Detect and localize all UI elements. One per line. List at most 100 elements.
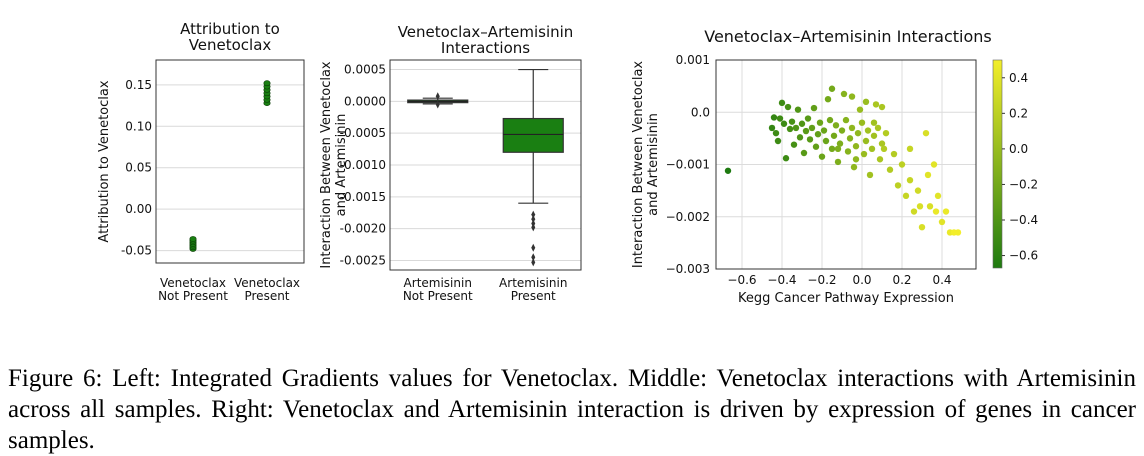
y-tick-label: 0.00 — [125, 202, 152, 216]
data-point — [724, 167, 732, 174]
data-point — [784, 103, 792, 111]
data-point — [834, 145, 842, 153]
data-point — [902, 192, 910, 200]
data-point — [772, 129, 780, 137]
data-point — [850, 163, 858, 171]
colorbar-tick-label: 0.0 — [1009, 142, 1028, 156]
data-point — [866, 171, 874, 179]
data-point — [810, 104, 818, 112]
data-point — [808, 124, 816, 132]
y-axis-label: and Artemisinin — [334, 114, 349, 217]
data-point — [804, 115, 812, 122]
y-tick-label: 0.001 — [676, 53, 710, 67]
colorbar-tick-label: −0.2 — [1009, 177, 1038, 191]
data-point — [870, 119, 878, 126]
data-point — [818, 153, 826, 160]
data-point — [788, 118, 796, 125]
data-point — [894, 182, 902, 189]
y-tick-label: -0.0015 — [340, 190, 386, 204]
data-point — [898, 161, 906, 168]
y-tick-label: 0.10 — [125, 119, 152, 133]
outlier-marker — [531, 223, 536, 232]
data-point — [800, 149, 808, 157]
data-point — [926, 203, 934, 210]
y-tick-label: -0.0010 — [340, 158, 386, 172]
data-point — [846, 135, 854, 142]
data-point — [852, 156, 860, 163]
y-tick-label: 0.0005 — [344, 63, 386, 77]
data-point — [189, 236, 197, 242]
data-point — [814, 130, 822, 138]
x-tick-label: Venetoclax — [234, 276, 300, 290]
chart-title: Attribution to — [180, 20, 280, 38]
y-tick-label: 0.0000 — [344, 94, 386, 108]
x-tick-label: −0.6 — [727, 273, 756, 287]
data-point — [844, 148, 852, 155]
data-point — [794, 106, 802, 113]
data-point — [878, 103, 886, 111]
data-point — [872, 101, 880, 108]
y-tick-label: 0.05 — [125, 161, 152, 175]
figure-caption: Figure 6: Left: Integrated Gradients val… — [8, 365, 1136, 454]
data-point — [820, 127, 828, 134]
data-point — [830, 132, 838, 139]
colorbar-tick-label: 0.2 — [1009, 106, 1028, 120]
chart-title: Venetoclax–Artemisinin Interactions — [704, 27, 992, 46]
data-point — [868, 145, 876, 153]
colorbar — [992, 59, 1003, 269]
y-tick-label: -0.0005 — [340, 126, 386, 140]
data-point — [836, 140, 844, 147]
data-point — [954, 229, 962, 236]
y-tick-label: 0.15 — [125, 78, 152, 92]
data-point — [916, 203, 924, 210]
data-point — [824, 95, 832, 103]
data-point — [880, 145, 888, 153]
x-tick-label: Artemisinin — [404, 276, 472, 290]
y-axis-label: and Artemisinin — [646, 113, 661, 216]
y-tick-label: -0.0020 — [340, 222, 386, 236]
x-tick-label: Present — [244, 289, 289, 303]
y-tick-label: 0.0 — [691, 105, 710, 119]
chart-title: Interactions — [441, 39, 530, 57]
data-point — [778, 99, 786, 107]
data-point — [780, 120, 788, 127]
data-point — [906, 145, 914, 153]
data-point — [786, 125, 794, 133]
data-point — [864, 127, 872, 134]
data-point — [942, 208, 950, 215]
data-point — [906, 176, 914, 184]
data-point — [842, 116, 850, 124]
data-point — [860, 150, 868, 158]
data-point — [768, 124, 776, 132]
data-point — [848, 124, 856, 132]
plot-frame — [715, 59, 977, 270]
colorbar-tick-label: −0.6 — [1009, 249, 1038, 263]
x-tick-label: −0.4 — [767, 273, 796, 287]
data-point — [802, 127, 810, 135]
y-tick-label: −0.003 — [666, 262, 710, 276]
outlier-marker — [531, 258, 536, 267]
y-axis-label: Interaction Between Venetoclax — [631, 61, 646, 269]
data-point — [890, 150, 898, 158]
x-tick-label: 0.0 — [852, 273, 871, 287]
data-point — [852, 143, 860, 150]
y-tick-label: −0.001 — [666, 158, 710, 172]
colorbar-tick-label: 0.4 — [1009, 71, 1028, 85]
data-point — [774, 137, 782, 145]
data-point — [886, 166, 894, 173]
data-point — [832, 122, 840, 129]
data-point — [938, 218, 946, 226]
data-point — [934, 192, 942, 200]
x-tick-label: Present — [511, 289, 556, 303]
data-point — [790, 141, 798, 148]
data-point — [806, 136, 814, 143]
y-axis-label: Interaction Between Venetoclax — [319, 61, 334, 269]
data-point — [826, 116, 834, 124]
outlier-marker — [435, 92, 440, 101]
data-point — [930, 161, 938, 168]
outlier-marker — [531, 210, 536, 219]
data-point — [792, 124, 800, 132]
data-point — [862, 137, 870, 145]
x-tick-label: Not Present — [158, 289, 228, 303]
